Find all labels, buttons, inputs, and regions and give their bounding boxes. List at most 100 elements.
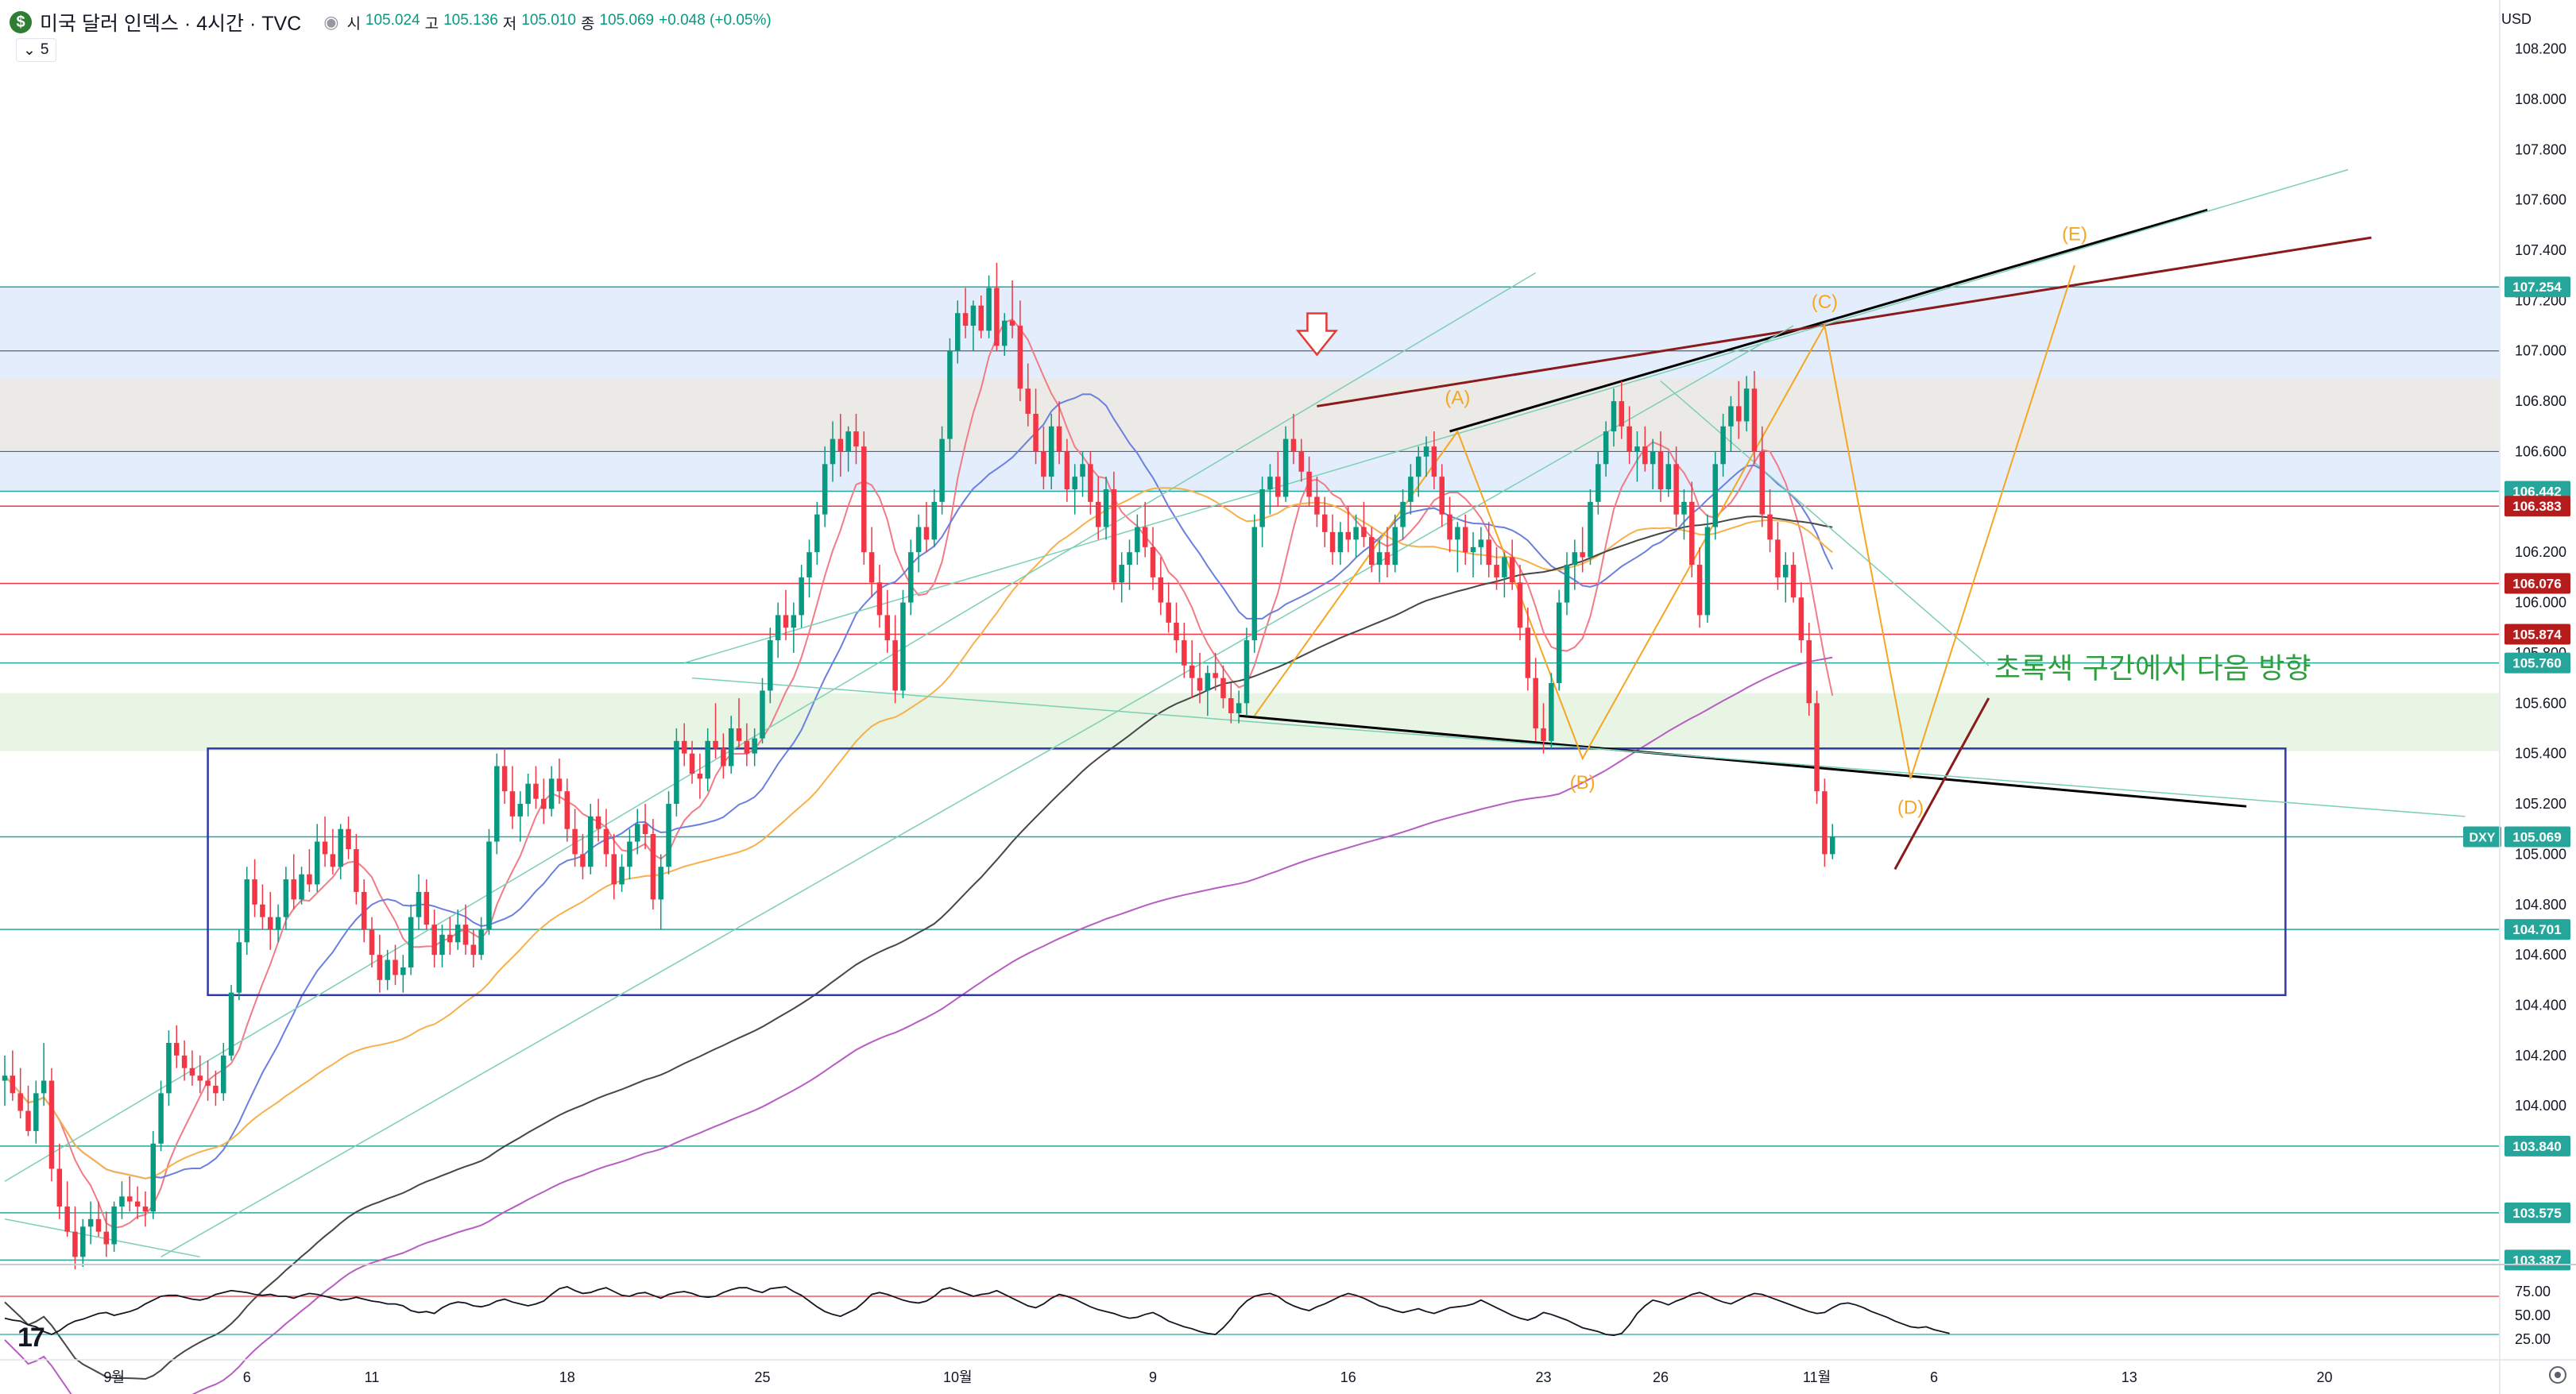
tradingview-logo-icon[interactable]: 17 (17, 1323, 45, 1353)
y-tick-label: 106.200 (2515, 544, 2566, 560)
candle (1626, 426, 1632, 452)
teal-line-6 (4, 1218, 200, 1258)
range-box (207, 747, 2287, 997)
x-tick-label: 9월 (103, 1369, 125, 1385)
candle (830, 438, 836, 465)
candle (447, 934, 453, 943)
candle (1376, 552, 1383, 566)
candle (1314, 496, 1320, 515)
candle (548, 778, 555, 809)
candle (1751, 388, 1758, 452)
candle (1213, 673, 1218, 678)
candle (478, 929, 484, 956)
wave-label: (C) (1812, 292, 1838, 313)
candle (1806, 640, 1812, 704)
candle (955, 313, 961, 351)
price-tag-label: 105.874 (2512, 627, 2562, 642)
candle (658, 867, 663, 900)
candle (509, 791, 516, 817)
candle (267, 917, 273, 930)
candle (1236, 703, 1242, 713)
candle (1174, 622, 1179, 641)
candle (525, 783, 531, 805)
candle (1329, 531, 1336, 553)
symbol-tag-bg (2463, 826, 2501, 848)
price-tag-label: 105.069 (2512, 830, 2561, 845)
candle (1009, 320, 1015, 326)
candle (768, 640, 773, 691)
candle (947, 350, 953, 439)
candle (416, 891, 422, 917)
candle (1743, 388, 1750, 422)
price-tag-bg (2504, 826, 2570, 848)
candle (1549, 682, 1554, 741)
candle (1486, 539, 1491, 566)
gear-icon[interactable] (2549, 1366, 2566, 1384)
rsi-tick-label: 50.00 (2515, 1307, 2551, 1323)
candle (1025, 388, 1031, 414)
candle (1415, 456, 1421, 477)
candle (588, 816, 594, 867)
candle (876, 582, 883, 616)
candle (1728, 406, 1734, 427)
candle (580, 854, 586, 867)
candle (603, 828, 609, 855)
price-tag-bg (2504, 1202, 2570, 1223)
candle (72, 1231, 78, 1257)
y-tick-label: 106.000 (2515, 595, 2566, 611)
candle (689, 753, 695, 774)
candle (1423, 446, 1429, 457)
candle (752, 738, 757, 754)
candle (1588, 501, 1593, 558)
candle (322, 841, 328, 855)
candle (1712, 464, 1719, 527)
candle (1072, 477, 1077, 489)
candle (1782, 565, 1789, 577)
candle (837, 438, 844, 452)
candle (486, 841, 492, 930)
candle (1829, 836, 1835, 855)
y-tick-label: 107.400 (2515, 242, 2566, 258)
price-tag-label: 103.840 (2512, 1139, 2561, 1154)
hide-eye-icon[interactable]: ◉ (323, 12, 339, 32)
candle (213, 1085, 219, 1094)
candle (1064, 451, 1070, 489)
candle (713, 740, 718, 749)
candle (634, 824, 640, 842)
price-tag-bg (2504, 276, 2570, 298)
candle (470, 944, 477, 956)
price-tag-bg (2504, 652, 2570, 674)
indicator-collapse-button[interactable]: ⌄ 5 (16, 38, 56, 62)
candle (1704, 527, 1711, 616)
candle (1541, 728, 1546, 741)
candle (1572, 552, 1578, 566)
candle (814, 514, 820, 553)
candle (908, 552, 914, 603)
y-tick-label: 108.200 (2515, 41, 2566, 57)
candle (111, 1206, 117, 1245)
rsi-tick-label: 75.00 (2515, 1284, 2551, 1299)
symbol-title[interactable]: 미국 달러 인덱스 · 4시간 · TVC (40, 13, 302, 35)
candle (1478, 539, 1484, 547)
candle (361, 891, 367, 930)
candle (611, 854, 617, 885)
candle (64, 1206, 70, 1232)
candle (1142, 527, 1148, 547)
candle (1533, 678, 1538, 728)
price-tag-label: 105.760 (2512, 656, 2561, 671)
currency-label[interactable]: USD (2501, 11, 2532, 27)
candle (1111, 488, 1117, 583)
candle (1759, 451, 1765, 515)
x-tick-label: 26 (1653, 1369, 1669, 1385)
candle (33, 1093, 39, 1131)
price-tag-bg (2504, 1135, 2570, 1157)
candle (783, 615, 789, 628)
candle (1080, 464, 1085, 477)
candle (791, 615, 797, 628)
candle (494, 766, 500, 842)
candle (377, 955, 383, 980)
candle (1462, 527, 1468, 553)
candle (166, 1043, 172, 1094)
lower-black-trendline (1239, 714, 2247, 808)
